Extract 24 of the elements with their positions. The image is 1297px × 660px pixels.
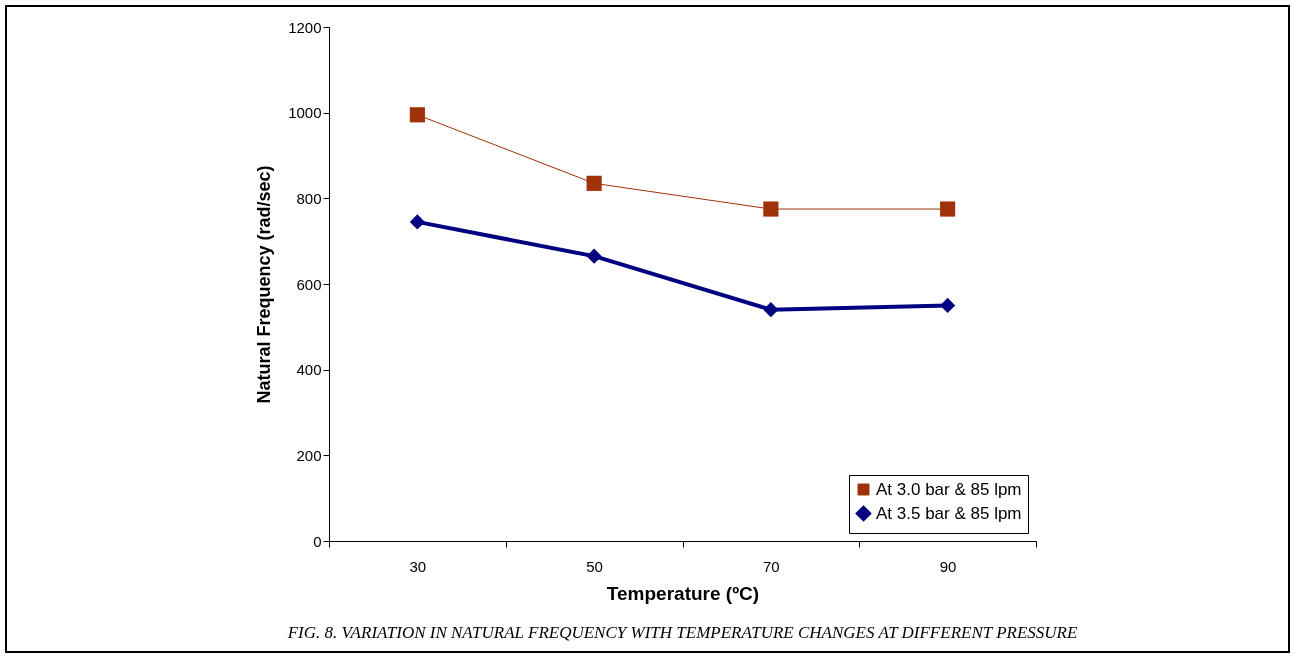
point <box>763 302 779 318</box>
point <box>940 297 956 313</box>
point <box>586 175 602 191</box>
x-tick-label: 70 <box>763 557 780 575</box>
y-tick-label: 0 <box>313 532 322 550</box>
y-tick-label: 400 <box>296 361 322 379</box>
x-tick-label: 30 <box>409 557 427 575</box>
y-axis-title: Natural Frequency (rad/sec) <box>254 165 275 404</box>
point <box>409 214 425 230</box>
caption: FIG. 8. VARIATION IN NATURAL FREQUENCY WITH TEMPERATURE CHANGES AT DIFFERENT PRESSURE <box>286 623 1078 642</box>
y-tick-label: 200 <box>296 446 322 464</box>
y-tick-label: 1200 <box>288 18 322 36</box>
point <box>940 201 956 217</box>
legend-label: At 3.5 bar & 85 lpm <box>876 503 1022 523</box>
x-axis-title: Temperature (ºC) <box>606 582 760 604</box>
y-tick-label: 1000 <box>288 104 322 122</box>
point <box>586 248 602 264</box>
x-tick-label: 50 <box>586 557 603 575</box>
point <box>763 201 779 217</box>
legend-label: At 3.0 bar & 85 lpm <box>876 479 1022 499</box>
x-tick-label: 90 <box>939 557 957 575</box>
y-tick-label: 600 <box>296 275 322 293</box>
y-tick-label: 800 <box>296 189 322 207</box>
point <box>409 107 425 123</box>
